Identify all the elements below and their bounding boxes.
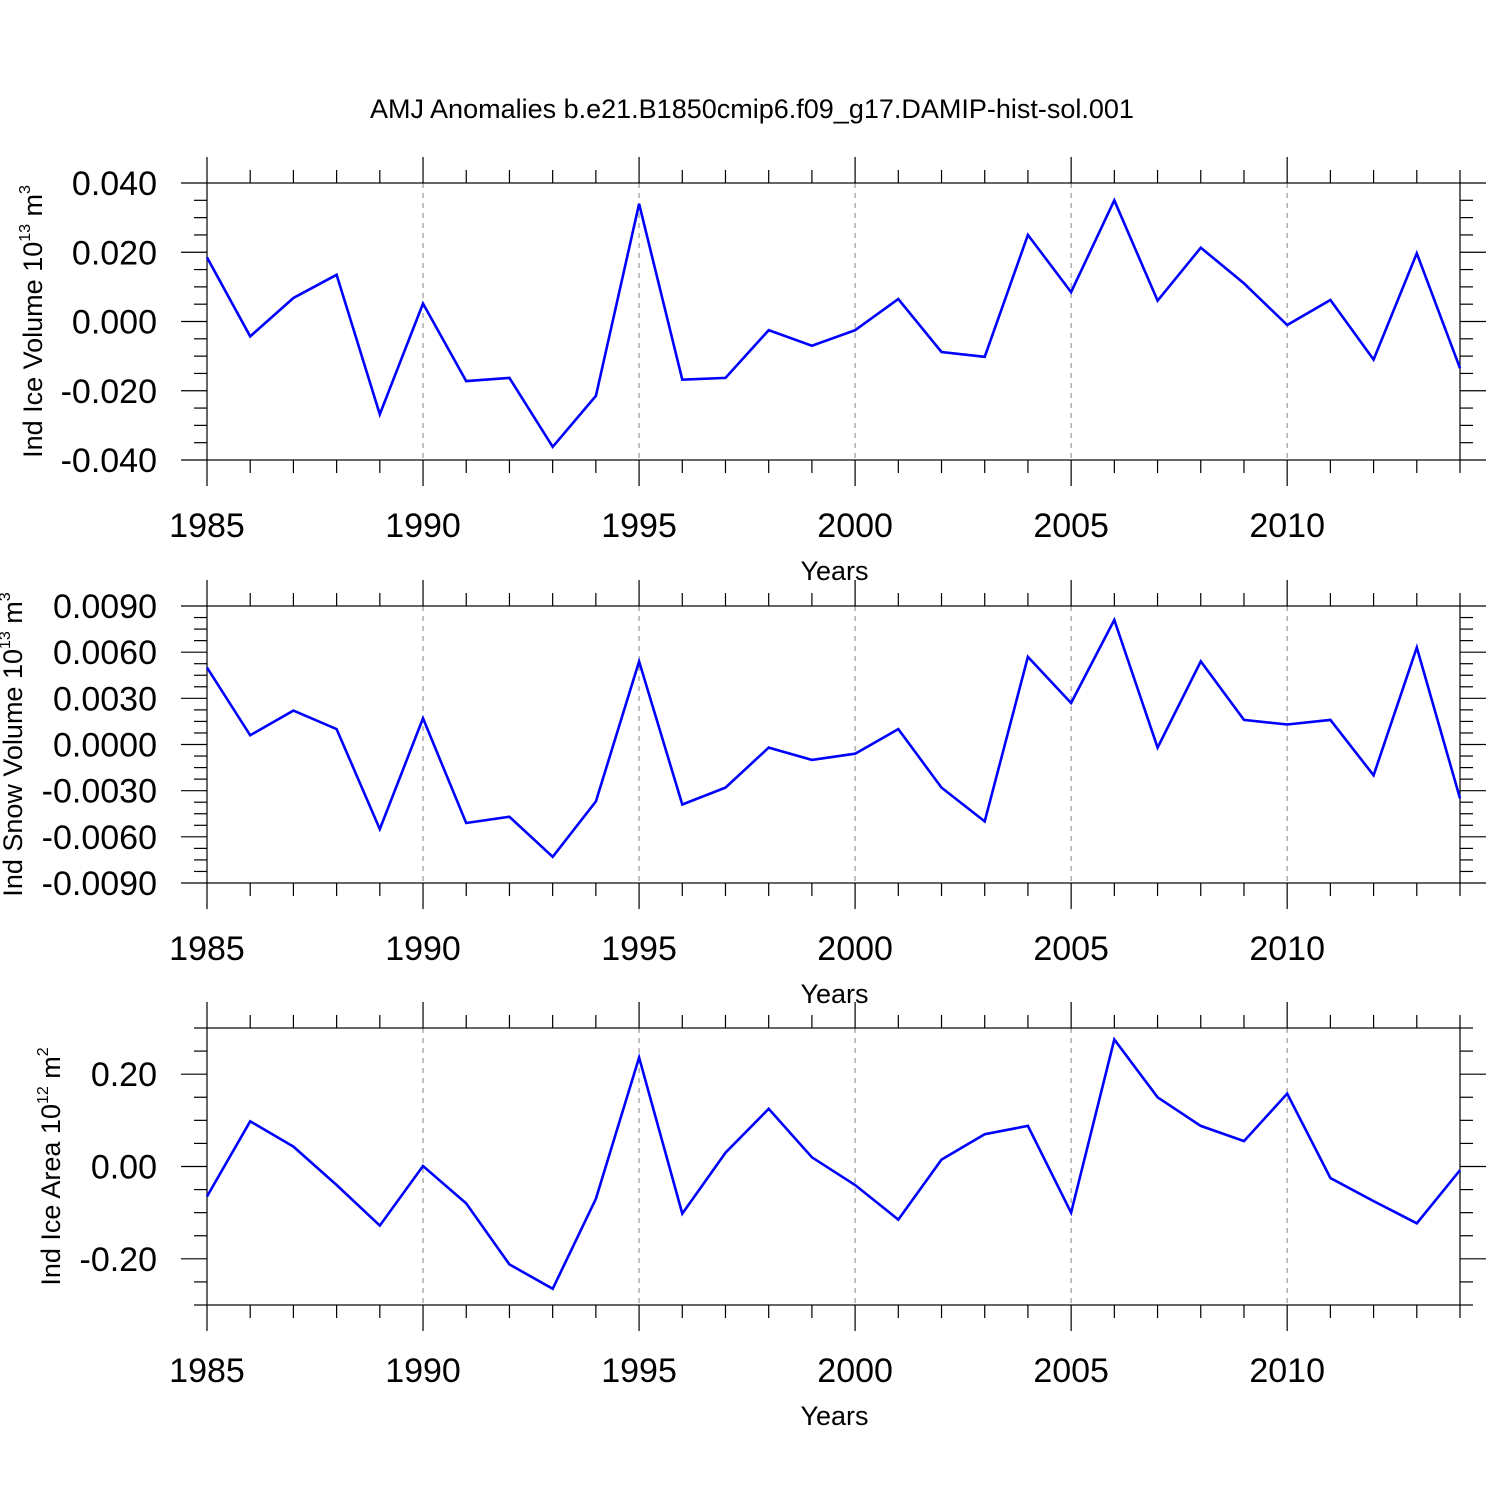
- series-line-ice-volume: [205, 197, 1462, 449]
- x-axis-label: Years: [800, 556, 868, 586]
- x-tick-label: 2005: [1033, 507, 1109, 545]
- y-tick-label: -0.20: [80, 1241, 158, 1279]
- x-tick-label: 2005: [1033, 930, 1109, 968]
- x-tick-label: 2000: [817, 507, 893, 545]
- x-tick-label: 2000: [817, 930, 893, 968]
- x-tick-label: 1990: [385, 930, 461, 968]
- panel-ice-area: -0.20 0.00 0.20 1985 1990 1995 2000 2005 2010 Yea…: [35, 1002, 1486, 1431]
- x-tick-label: 1990: [385, 507, 461, 545]
- x-tick-label: 2010: [1249, 1352, 1325, 1390]
- y-tick-label: 0.020: [72, 234, 157, 272]
- x-tick-label: 1985: [169, 507, 245, 545]
- x-axis-label: Years: [800, 1401, 868, 1431]
- x-tick-label: 2000: [817, 1352, 893, 1390]
- x-tick-label: 2005: [1033, 1352, 1109, 1390]
- x-axis-label: Years: [800, 979, 868, 1009]
- y-axis-label: Ind Snow Volume 1013 m3: [0, 592, 28, 896]
- y-tick-label: 0.00: [91, 1149, 157, 1187]
- y-tick-label: 0.0000: [53, 727, 157, 765]
- x-tick-label: 1995: [601, 930, 677, 968]
- y-axis-label: Ind Ice Area 1012 m2: [35, 1047, 66, 1285]
- chart-panels: -0.040 -0.020 0.000 0.020 0.040 1985 1990 1995 2…: [0, 157, 1486, 1431]
- x-tick-label: 1985: [169, 1352, 245, 1390]
- y-tick-label: -0.0030: [42, 773, 157, 811]
- y-tick-label: 0.0090: [53, 588, 157, 626]
- x-tick-label: 1995: [601, 507, 677, 545]
- y-tick-label: 0.20: [91, 1056, 157, 1094]
- x-tick-label: 2010: [1249, 930, 1325, 968]
- y-tick-label: -0.0090: [42, 865, 157, 903]
- y-axis-label: Ind Ice Volume 1013 m3: [17, 185, 48, 458]
- plot-frame: [206, 182, 1461, 461]
- chart-title: AMJ Anomalies b.e21.B1850cmip6.f09_g17.D…: [370, 94, 1134, 124]
- x-tick-label: 1985: [169, 930, 245, 968]
- y-tick-label: -0.020: [61, 373, 157, 411]
- x-tick-label: 2010: [1249, 507, 1325, 545]
- panel-ice-volume: -0.040 -0.020 0.000 0.020 0.040 1985 1990 1995 2…: [17, 157, 1486, 586]
- plot-frame: [206, 605, 1461, 884]
- y-tick-label: -0.0060: [42, 819, 157, 857]
- series-line-ice-area: [205, 1036, 1462, 1291]
- y-tick-label: 0.0030: [53, 680, 157, 718]
- y-tick-label: 0.0060: [53, 634, 157, 672]
- x-tick-label: 1995: [601, 1352, 677, 1390]
- y-tick-label: -0.040: [61, 442, 157, 480]
- plot-frame: [206, 1027, 1461, 1306]
- y-tick-label: 0.040: [72, 165, 157, 203]
- y-tick-label: 0.000: [72, 304, 157, 342]
- x-tick-label: 1990: [385, 1352, 461, 1390]
- series-line-snow-volume: [205, 616, 1462, 859]
- panel-snow-volume: -0.0090 -0.0060 -0.0030 0.0000 0.0030 0.0060 0…: [0, 580, 1486, 1009]
